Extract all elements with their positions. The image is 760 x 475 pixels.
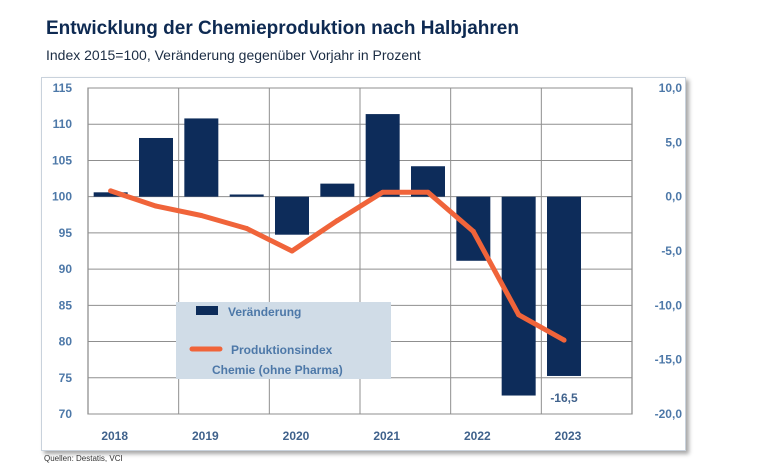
data-label-2023: -16,5 <box>550 391 578 405</box>
y-axis-right: -20,0 -15,0 -10,0 -5,0 0,0 5,0 10,0 <box>655 81 683 421</box>
y-left-tick-label: 115 <box>53 81 73 95</box>
bar-2 <box>139 137 173 197</box>
x-tick-label: 2021 <box>373 429 400 443</box>
y-right-tick-label: 10,0 <box>659 81 683 95</box>
y-right-tick-label: 0,0 <box>665 190 682 204</box>
y-left-tick-label: 110 <box>53 117 73 131</box>
bar-4 <box>229 194 264 197</box>
line-point-10 <box>516 312 522 318</box>
legend: Veränderung Produktionsindex Chemie (ohne … <box>176 302 391 379</box>
bar-6 <box>320 183 355 197</box>
bar-3 <box>184 118 219 197</box>
x-tick-label: 2018 <box>101 429 128 443</box>
line-point-1 <box>108 188 114 194</box>
y-left-tick-label: 100 <box>52 190 72 204</box>
y-left-tick-label: 95 <box>59 226 73 240</box>
line-point-8 <box>425 189 431 195</box>
y-right-tick-label: -10,0 <box>655 298 683 312</box>
x-tick-label: 2020 <box>283 429 310 443</box>
bar-series <box>93 114 581 396</box>
line-point-4 <box>244 226 250 232</box>
line-point-11 <box>561 337 567 343</box>
y-right-tick-label: 5,0 <box>665 135 682 149</box>
chart-subtitle: Index 2015=100, Veränderung gegenüber Vo… <box>46 47 421 63</box>
line-series <box>108 188 567 343</box>
line-point-6 <box>334 218 340 224</box>
y-left-tick-label: 80 <box>59 335 73 349</box>
x-tick-label: 2023 <box>555 429 582 443</box>
y-axis-left: 70 75 80 85 90 95 100 105 110 115 <box>52 81 72 421</box>
legend-label-chemie: Chemie (ohne Pharma) <box>212 363 343 377</box>
y-left-tick-label: 75 <box>59 371 73 385</box>
source-note: Quellen: Destatis, VCI <box>44 454 123 463</box>
y-left-tick-label: 105 <box>52 153 72 167</box>
line-point-2 <box>153 203 159 209</box>
bar-5 <box>275 196 309 235</box>
legend-bar-swatch <box>196 306 218 315</box>
bar-1 <box>93 192 128 197</box>
y-right-tick-label: -15,0 <box>655 353 683 367</box>
x-axis: 2018 2019 2020 2021 2022 2023 <box>101 429 581 443</box>
line-point-7 <box>380 189 386 195</box>
legend-label-produktionsindex: Produktionsindex <box>231 343 333 357</box>
y-right-tick-label: -5,0 <box>661 244 682 258</box>
line-point-3 <box>198 213 204 219</box>
x-tick-label: 2019 <box>192 429 219 443</box>
y-left-tick-label: 90 <box>59 262 73 276</box>
legend-label-veraenderung: Veränderung <box>228 305 301 319</box>
y-left-tick-label: 70 <box>59 407 73 421</box>
x-tick-label: 2022 <box>464 429 491 443</box>
line-point-9 <box>470 228 476 234</box>
y-right-tick-label: -20,0 <box>655 407 683 421</box>
chart-title: Entwicklung der Chemieproduktion nach Ha… <box>46 18 519 39</box>
y-left-tick-label: 85 <box>59 298 73 312</box>
annotations: -16,5 <box>550 391 578 405</box>
bar-11 <box>547 196 581 376</box>
line-point-5 <box>289 248 295 254</box>
bar-7 <box>365 114 400 197</box>
